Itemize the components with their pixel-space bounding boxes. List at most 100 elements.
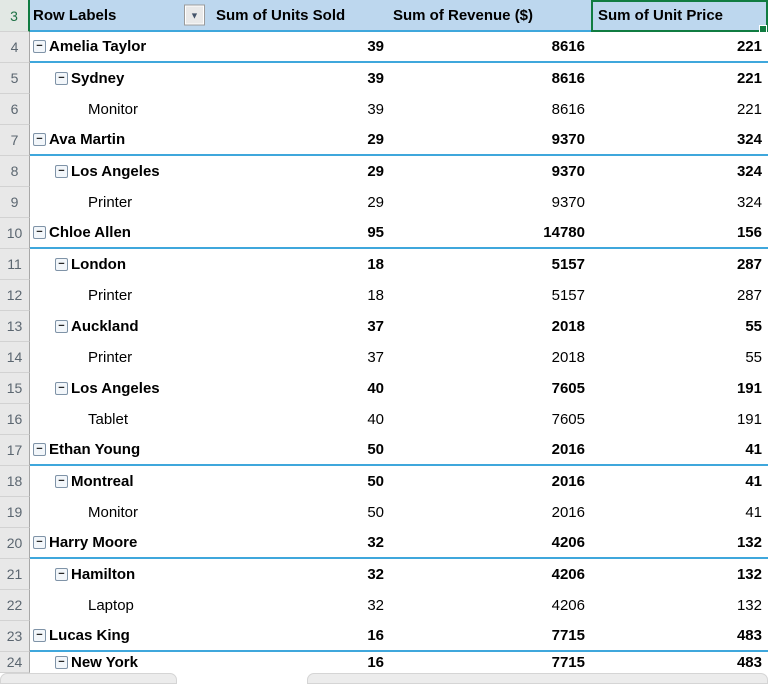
- unit-price-cell[interactable]: 55: [745, 349, 762, 366]
- units-sold-cell[interactable]: 29: [367, 194, 384, 211]
- revenue-cell[interactable]: 2018: [551, 349, 585, 366]
- unit-price-cell[interactable]: 132: [736, 534, 762, 551]
- row-label-cell[interactable]: − Ava Martin: [30, 125, 213, 154]
- revenue-cell[interactable]: 7605: [551, 380, 585, 397]
- row-label-cell[interactable]: − Lucas King: [30, 621, 213, 650]
- row-label-cell[interactable]: Monitor: [30, 94, 213, 125]
- header-cell-unit-price[interactable]: Sum of Unit Price: [591, 0, 768, 30]
- units-sold-cell[interactable]: 29: [367, 163, 384, 180]
- units-sold-cell[interactable]: 50: [367, 473, 384, 490]
- row-label-cell[interactable]: − London: [30, 249, 213, 280]
- units-sold-cell[interactable]: 40: [367, 411, 384, 428]
- collapse-button[interactable]: −: [33, 629, 46, 642]
- units-sold-cell[interactable]: 18: [367, 287, 384, 304]
- row-number[interactable]: 14: [0, 342, 30, 373]
- collapse-button[interactable]: −: [33, 443, 46, 456]
- units-sold-cell[interactable]: 50: [367, 441, 384, 458]
- units-sold-cell[interactable]: 39: [367, 38, 384, 55]
- row-number[interactable]: 10: [0, 218, 30, 249]
- revenue-cell[interactable]: 7715: [551, 654, 585, 671]
- units-sold-cell[interactable]: 95: [367, 224, 384, 241]
- collapse-button[interactable]: −: [55, 72, 68, 85]
- units-sold-cell[interactable]: 16: [367, 627, 384, 644]
- collapse-button[interactable]: −: [55, 568, 68, 581]
- collapse-button[interactable]: −: [55, 475, 68, 488]
- row-number[interactable]: 21: [0, 559, 30, 590]
- unit-price-cell[interactable]: 221: [736, 70, 762, 87]
- revenue-cell[interactable]: 2018: [551, 318, 585, 335]
- unit-price-cell[interactable]: 221: [736, 38, 762, 55]
- unit-price-cell[interactable]: 324: [736, 131, 762, 148]
- unit-price-cell[interactable]: 221: [736, 101, 762, 118]
- unit-price-cell[interactable]: 324: [736, 163, 762, 180]
- revenue-cell[interactable]: 4206: [551, 534, 585, 551]
- revenue-cell[interactable]: 9370: [551, 163, 585, 180]
- row-label-cell[interactable]: − Hamilton: [30, 559, 213, 590]
- row-number[interactable]: 12: [0, 280, 30, 311]
- row-label-cell[interactable]: − Sydney: [30, 63, 213, 94]
- revenue-cell[interactable]: 2016: [551, 441, 585, 458]
- row-label-cell[interactable]: − Ethan Young: [30, 435, 213, 464]
- row-number[interactable]: 15: [0, 373, 30, 404]
- header-cell-row-labels[interactable]: Row Labels ▼: [30, 0, 213, 30]
- row-label-cell[interactable]: Monitor: [30, 497, 213, 528]
- revenue-cell[interactable]: 2016: [551, 504, 585, 521]
- unit-price-cell[interactable]: 156: [736, 224, 762, 241]
- unit-price-cell[interactable]: 41: [745, 441, 762, 458]
- units-sold-cell[interactable]: 29: [367, 131, 384, 148]
- collapse-button[interactable]: −: [55, 258, 68, 271]
- unit-price-cell[interactable]: 324: [736, 194, 762, 211]
- units-sold-cell[interactable]: 39: [367, 70, 384, 87]
- revenue-cell[interactable]: 5157: [551, 256, 585, 273]
- units-sold-cell[interactable]: 16: [367, 654, 384, 671]
- row-label-cell[interactable]: − Montreal: [30, 466, 213, 497]
- row-number-header[interactable]: 3: [0, 0, 30, 32]
- row-label-cell[interactable]: Printer: [30, 342, 213, 373]
- unit-price-cell[interactable]: 132: [736, 597, 762, 614]
- row-number[interactable]: 4: [0, 32, 30, 63]
- collapse-button[interactable]: −: [55, 165, 68, 178]
- revenue-cell[interactable]: 4206: [551, 566, 585, 583]
- unit-price-cell[interactable]: 287: [736, 256, 762, 273]
- row-number[interactable]: 11: [0, 249, 30, 280]
- row-number[interactable]: 22: [0, 590, 30, 621]
- units-sold-cell[interactable]: 32: [367, 597, 384, 614]
- revenue-cell[interactable]: 7605: [551, 411, 585, 428]
- revenue-cell[interactable]: 8616: [551, 70, 585, 87]
- units-sold-cell[interactable]: 32: [367, 534, 384, 551]
- collapse-button[interactable]: −: [55, 656, 68, 669]
- row-label-cell[interactable]: − Chloe Allen: [30, 218, 213, 247]
- revenue-cell[interactable]: 7715: [551, 627, 585, 644]
- units-sold-cell[interactable]: 37: [367, 318, 384, 335]
- collapse-button[interactable]: −: [33, 226, 46, 239]
- unit-price-cell[interactable]: 483: [736, 627, 762, 644]
- collapse-button[interactable]: −: [55, 320, 68, 333]
- row-label-cell[interactable]: − Amelia Taylor: [30, 32, 213, 61]
- row-number[interactable]: 8: [0, 156, 30, 187]
- units-sold-cell[interactable]: 39: [367, 101, 384, 118]
- filter-dropdown-button[interactable]: ▼: [184, 4, 205, 26]
- row-number[interactable]: 20: [0, 528, 30, 559]
- unit-price-cell[interactable]: 41: [745, 504, 762, 521]
- revenue-cell[interactable]: 9370: [551, 194, 585, 211]
- unit-price-cell[interactable]: 55: [745, 318, 762, 335]
- revenue-cell[interactable]: 2016: [551, 473, 585, 490]
- row-label-cell[interactable]: − Harry Moore: [30, 528, 213, 557]
- units-sold-cell[interactable]: 50: [367, 504, 384, 521]
- row-number[interactable]: 13: [0, 311, 30, 342]
- collapse-button[interactable]: −: [33, 133, 46, 146]
- row-label-cell[interactable]: Printer: [30, 187, 213, 218]
- units-sold-cell[interactable]: 37: [367, 349, 384, 366]
- collapse-button[interactable]: −: [33, 536, 46, 549]
- row-number[interactable]: 16: [0, 404, 30, 435]
- header-cell-revenue[interactable]: Sum of Revenue ($): [390, 0, 591, 30]
- unit-price-cell[interactable]: 287: [736, 287, 762, 304]
- revenue-cell[interactable]: 9370: [551, 131, 585, 148]
- units-sold-cell[interactable]: 18: [367, 256, 384, 273]
- row-label-cell[interactable]: Printer: [30, 280, 213, 311]
- row-number[interactable]: 5: [0, 63, 30, 94]
- unit-price-cell[interactable]: 41: [745, 473, 762, 490]
- collapse-button[interactable]: −: [55, 382, 68, 395]
- revenue-cell[interactable]: 5157: [551, 287, 585, 304]
- row-number[interactable]: 19: [0, 497, 30, 528]
